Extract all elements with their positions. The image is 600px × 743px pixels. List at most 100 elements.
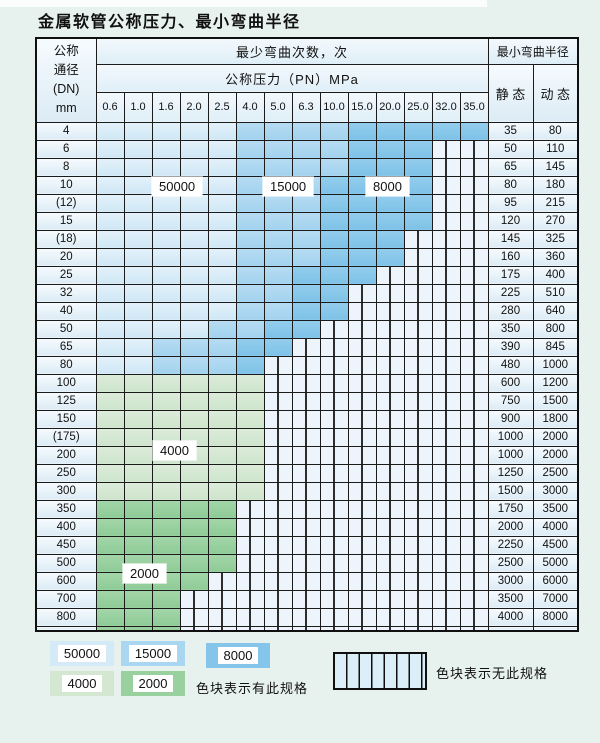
- no-spec-cell: [375, 625, 405, 632]
- spec-cell-B2: [263, 211, 293, 231]
- spec-cell-G2: [207, 553, 237, 573]
- static-value-cell: 50: [487, 139, 534, 159]
- spec-cell-G1: [123, 373, 153, 393]
- radius-header-cell: 最小弯曲半径: [487, 37, 579, 65]
- dynamic-value-cell: 5000: [532, 553, 579, 573]
- no-spec-cell: [459, 319, 489, 339]
- no-spec-cell: [263, 535, 293, 555]
- spec-cell-B1: [95, 247, 125, 267]
- static-value-cell: 225: [487, 283, 534, 303]
- spec-cell-B2: [291, 139, 321, 159]
- spec-cell-B1: [123, 247, 153, 267]
- spec-cell-B2: [235, 265, 265, 285]
- no-spec-cell: [459, 139, 489, 159]
- no-spec-cell: [319, 625, 349, 632]
- static-value-cell: 3000: [487, 571, 534, 591]
- no-spec-cell: [459, 247, 489, 267]
- spec-cell-B1: [151, 211, 181, 231]
- spec-cell-G1: [179, 481, 209, 501]
- spec-cell-G1: [179, 409, 209, 429]
- spec-cell-B1: [123, 139, 153, 159]
- dynamic-value-cell: 1500: [532, 391, 579, 411]
- no-spec-cell: [403, 301, 433, 321]
- spec-cell-B1: [123, 193, 153, 213]
- no-spec-cell: [459, 463, 489, 483]
- static-value-cell: 3500: [487, 589, 534, 609]
- dynamic-value-cell: 1000: [532, 355, 579, 375]
- table-row: 15 120 270: [35, 211, 579, 231]
- dn-cell: 800: [35, 607, 97, 627]
- spec-cell-B3: [375, 247, 405, 267]
- no-spec-cell: [431, 265, 461, 285]
- no-spec-cell: [347, 499, 377, 519]
- no-spec-cell: [263, 553, 293, 573]
- table-row: 20 160 360: [35, 247, 579, 267]
- no-spec-cell: [375, 517, 405, 537]
- static-value-cell: 1500: [487, 481, 534, 501]
- no-spec-cell: [179, 589, 209, 609]
- spec-cell-B1: [151, 301, 181, 321]
- no-spec-cell: [431, 517, 461, 537]
- spec-cell-B1: [95, 175, 125, 195]
- region-label-50000: 50000: [152, 177, 203, 196]
- no-spec-cell: [375, 391, 405, 411]
- spec-cell-B3: [403, 139, 433, 159]
- no-spec-cell: [431, 481, 461, 501]
- table-row: 800 4000 8000: [35, 607, 579, 627]
- dn-cell: 50: [35, 319, 97, 339]
- spec-cell-B3: [291, 301, 321, 321]
- no-spec-cell: [459, 409, 489, 429]
- table-row: 250 1250 2500: [35, 463, 579, 483]
- spec-cell-B1: [123, 265, 153, 285]
- no-spec-cell: [319, 499, 349, 519]
- spec-cell-B1: [95, 265, 125, 285]
- dynamic-value-cell: 6000: [532, 571, 579, 591]
- no-spec-cell: [375, 589, 405, 609]
- spec-cell-B1: [207, 157, 237, 177]
- spec-cell-B2: [319, 157, 349, 177]
- dynamic-value-cell: 110: [532, 139, 579, 159]
- spec-cell-B1: [151, 283, 181, 303]
- static-value-cell: 1250: [487, 463, 534, 483]
- table-row: 4 35 80: [35, 121, 579, 141]
- spec-cell-B3: [375, 139, 405, 159]
- dn-cell: 8: [35, 157, 97, 177]
- dn-cell: (12): [35, 193, 97, 213]
- static-value-cell: 480: [487, 355, 534, 375]
- spec-cell-B2: [263, 121, 293, 141]
- spec-cell-B1: [95, 301, 125, 321]
- no-spec-cell: [235, 589, 265, 609]
- table-row: 80 480 1000: [35, 355, 579, 375]
- spec-cell-B2: [151, 337, 181, 357]
- spec-cell-B2: [235, 229, 265, 249]
- no-spec-cell: [403, 373, 433, 393]
- spec-cell-G1: [151, 463, 181, 483]
- static-value-cell: 145: [487, 229, 534, 249]
- table-row: 200 1000 2000: [35, 445, 579, 465]
- no-spec-cell: [403, 355, 433, 375]
- static-value-cell: 35: [487, 121, 534, 141]
- spec-cell-G1: [207, 463, 237, 483]
- no-spec-cell: [347, 301, 377, 321]
- spec-cell-B2: [207, 319, 237, 339]
- spec-cell-B3: [375, 121, 405, 141]
- spec-cell-G1: [235, 427, 265, 447]
- no-spec-cell: [263, 499, 293, 519]
- dn-header-line: 通径: [53, 63, 79, 78]
- spec-cell-B1: [179, 283, 209, 303]
- no-spec-cell: [403, 283, 433, 303]
- spec-cell-G1: [151, 481, 181, 501]
- no-spec-cell: [459, 445, 489, 465]
- region-label-2000: 2000: [123, 564, 166, 583]
- no-spec-cell: [403, 589, 433, 609]
- dn-cell: 6: [35, 139, 97, 159]
- dynamic-value-cell: 8000: [532, 607, 579, 627]
- static-value-cell: 600: [487, 373, 534, 393]
- spec-cell-G1: [207, 427, 237, 447]
- no-spec-cell: [431, 427, 461, 447]
- spec-cell-B2: [263, 193, 293, 213]
- spec-cell-G2: [123, 607, 153, 627]
- dynamic-value-cell: 2500: [532, 463, 579, 483]
- legend-block-15000: 15000: [121, 641, 185, 666]
- spec-cell-B3: [319, 211, 349, 231]
